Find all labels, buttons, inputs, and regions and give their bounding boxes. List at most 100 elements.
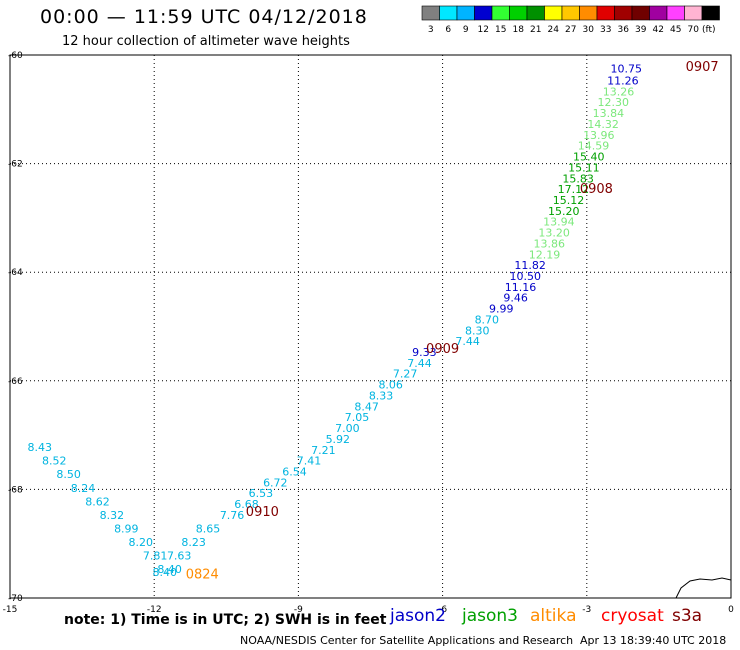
legend-altika: altika: [530, 606, 577, 626]
coastline: [675, 577, 732, 599]
wave-height-point: 6.72: [263, 476, 288, 489]
y-tick-label: -64: [8, 268, 23, 278]
colorbar-label: 24: [548, 25, 560, 35]
wave-height-point: 11.26: [607, 75, 639, 88]
legend-jason2: jason2: [390, 606, 446, 626]
wave-height-point: 5.92: [326, 433, 351, 446]
wave-height-point: 13.20: [538, 227, 570, 240]
y-tick-label: -60: [8, 51, 23, 61]
units-note: note: 1) Time is in UTC; 2) SWH is in fe…: [64, 612, 387, 628]
wave-height-point: 15.12: [553, 194, 585, 207]
wave-height-point: 6.53: [249, 487, 274, 500]
wave-height-point: 8.20: [128, 536, 153, 549]
wave-height-point: 15.40: [573, 151, 605, 164]
wave-height-point: 13.84: [593, 107, 625, 120]
footer-credit: NOAA/NESDIS Center for Satellite Applica…: [240, 634, 574, 647]
wave-height-point: 7.81: [143, 550, 168, 563]
wave-height-point: 14.32: [587, 118, 619, 131]
colorbar-label: 39: [635, 25, 647, 35]
wave-height-point: 8.30: [465, 324, 490, 337]
y-tick-label: -66: [8, 377, 23, 387]
wave-height-point: 8.33: [369, 389, 394, 402]
wave-height-point: 13.86: [534, 237, 566, 250]
x-tick-label: -15: [3, 605, 18, 615]
chart-title: 00:00 — 11:59 UTC 04/12/2018: [40, 6, 368, 28]
wave-height-point: 9.46: [503, 292, 528, 305]
wave-height-point: 8.43: [28, 441, 53, 454]
x-tick-label: -3: [582, 605, 591, 615]
x-tick-label: -12: [147, 605, 162, 615]
wave-height-point: 15.20: [548, 205, 580, 218]
legend-jason3: jason3: [462, 606, 518, 626]
wave-height-point: 8.65: [196, 522, 221, 535]
wave-height-point: 10.75: [610, 63, 642, 76]
wave-height-point: 9.33: [412, 346, 437, 359]
wave-height-point: 6.68: [234, 498, 259, 511]
colorbar-label: 21: [530, 25, 541, 35]
wave-height-point: 14.59: [578, 140, 610, 153]
wave-height-point: 8.62: [85, 495, 110, 508]
wave-height-point: 8.06: [378, 379, 403, 392]
colorbar-label: 27: [565, 25, 576, 35]
colorbar-label: 36: [618, 25, 630, 35]
pass-time-label: 0909: [426, 342, 459, 357]
y-tick-label: -68: [8, 485, 23, 495]
wave-height-point: 7.44: [407, 357, 432, 370]
colorbar-swatch: [701, 5, 720, 21]
wave-height-point: 12.30: [597, 96, 629, 109]
wave-height-point: 7.05: [345, 411, 370, 424]
legend-cryosat: cryosat: [601, 606, 664, 626]
wave-height-point: 7.44: [455, 335, 480, 348]
colorbar-label: 15: [495, 25, 506, 35]
wave-height-point: 8.32: [100, 509, 125, 522]
y-tick-label: -62: [8, 160, 23, 170]
colorbar-label: (ft): [702, 25, 716, 35]
wave-height-point: 8.50: [56, 468, 81, 481]
colorbar-legend: 3 6 9 12 15 18 21 24 27 30 33 36 39 42 45 70 (ft): [421, 5, 720, 35]
wave-height-point: 8.70: [475, 313, 500, 326]
wave-height-point: 7.27: [393, 368, 418, 381]
colorbar-label: 42: [653, 25, 664, 35]
plot-frame: [9, 54, 732, 599]
wave-height-point: 7.63: [167, 550, 192, 563]
wave-height-point: 11.82: [514, 259, 546, 272]
pass-time-label: 0824: [186, 568, 219, 583]
x-tick-label: -6: [438, 605, 447, 615]
wave-height-point: 15.83: [562, 172, 594, 185]
wave-height-point: 10.50: [510, 270, 542, 283]
wave-height-point: 8.52: [42, 455, 67, 468]
wave-height-point: 12.19: [529, 248, 561, 261]
colorbar-label: 9: [463, 25, 469, 35]
wave-height-point: 13.26: [603, 85, 635, 98]
x-tick-label: 0: [728, 605, 734, 615]
pass-time-label: 0910: [246, 505, 279, 520]
chart-subtitle: 12 hour collection of altimeter wave hei…: [62, 34, 350, 49]
colorbar-label: 12: [478, 25, 489, 35]
pass-time-label: 0907: [686, 60, 719, 75]
wave-height-point: 7.41: [297, 455, 322, 468]
wave-height-point: 8.40: [153, 566, 178, 579]
wave-height-point: 7.00: [335, 422, 360, 435]
colorbar-label: 18: [513, 25, 525, 35]
colorbar-label: 30: [583, 25, 595, 35]
x-tick-label: -9: [294, 605, 303, 615]
legend-s3a: s3a: [672, 606, 703, 626]
wave-height-point: 9.99: [489, 303, 514, 316]
wave-height-point: 8.24: [71, 482, 96, 495]
colorbar-label: 3: [428, 25, 434, 35]
pass-time-label: 0908: [580, 182, 613, 197]
wave-height-point: 15.11: [568, 161, 600, 174]
colorbar-label: 33: [600, 25, 611, 35]
wave-height-point: 13.96: [583, 129, 615, 142]
wave-height-point: 17.12: [558, 183, 590, 196]
colorbar-label: 45: [670, 25, 681, 35]
footer-timestamp: Apr 13 18:39:40 UTC 2018: [580, 634, 727, 647]
wave-height-point: 8.47: [354, 400, 379, 413]
colorbar-label: 6: [445, 25, 451, 35]
wave-height-point: 7.76: [220, 509, 245, 522]
wave-height-point: 8.23: [181, 536, 206, 549]
wave-height-point: 8.40: [157, 563, 182, 576]
wave-height-point: 13.94: [543, 216, 575, 229]
wave-height-point: 8.99: [114, 522, 139, 535]
